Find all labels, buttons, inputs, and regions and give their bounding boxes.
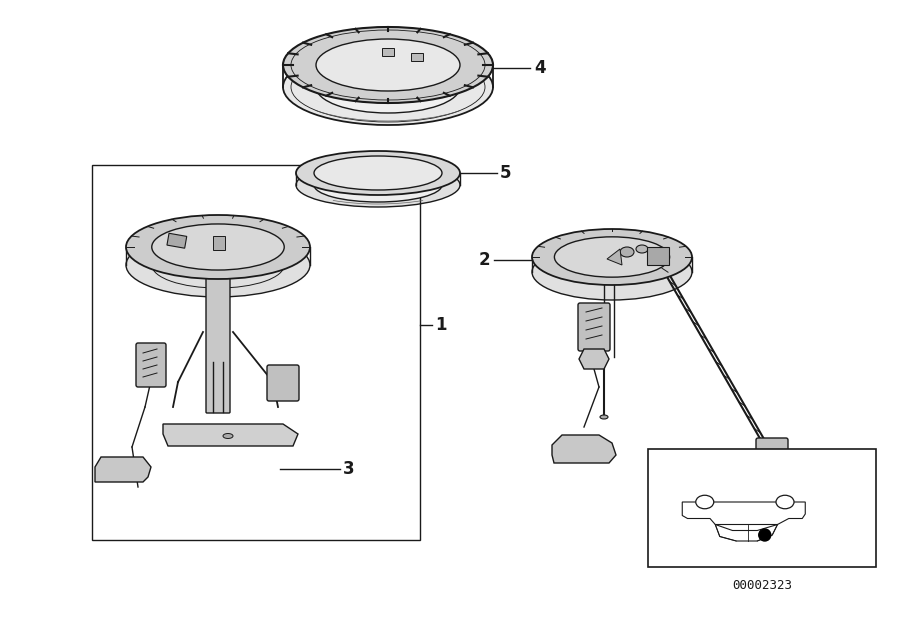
FancyBboxPatch shape — [578, 303, 610, 351]
Ellipse shape — [600, 415, 608, 419]
Polygon shape — [607, 249, 622, 265]
Text: 4: 4 — [534, 59, 545, 77]
Ellipse shape — [554, 237, 670, 277]
Ellipse shape — [532, 229, 692, 285]
Ellipse shape — [696, 495, 714, 509]
FancyBboxPatch shape — [206, 262, 230, 413]
Ellipse shape — [283, 27, 493, 103]
Polygon shape — [95, 457, 151, 482]
Ellipse shape — [126, 215, 310, 279]
Ellipse shape — [532, 244, 692, 300]
FancyBboxPatch shape — [136, 343, 166, 387]
Ellipse shape — [316, 61, 460, 113]
Bar — [411, 53, 423, 62]
Ellipse shape — [316, 39, 460, 91]
Ellipse shape — [283, 49, 493, 125]
Ellipse shape — [152, 224, 284, 270]
FancyBboxPatch shape — [267, 365, 299, 401]
Bar — [213, 236, 225, 250]
Ellipse shape — [223, 434, 233, 439]
Polygon shape — [552, 435, 616, 463]
Text: 00002323: 00002323 — [732, 579, 792, 592]
Bar — [92, 165, 420, 540]
Ellipse shape — [314, 168, 442, 202]
Ellipse shape — [296, 163, 460, 207]
Polygon shape — [163, 424, 298, 446]
Bar — [647, 247, 669, 265]
Ellipse shape — [296, 151, 460, 195]
FancyBboxPatch shape — [756, 438, 788, 478]
Ellipse shape — [126, 233, 310, 297]
Ellipse shape — [636, 245, 648, 253]
Ellipse shape — [314, 156, 442, 190]
Text: 5: 5 — [500, 164, 511, 182]
Ellipse shape — [620, 247, 634, 257]
Polygon shape — [579, 349, 609, 369]
Bar — [166, 233, 187, 248]
Circle shape — [759, 529, 770, 541]
Bar — [382, 48, 394, 56]
Bar — [648, 449, 876, 567]
Text: 1: 1 — [435, 316, 446, 334]
Ellipse shape — [776, 495, 794, 509]
Text: 2: 2 — [479, 251, 490, 269]
Text: 3: 3 — [343, 460, 355, 478]
